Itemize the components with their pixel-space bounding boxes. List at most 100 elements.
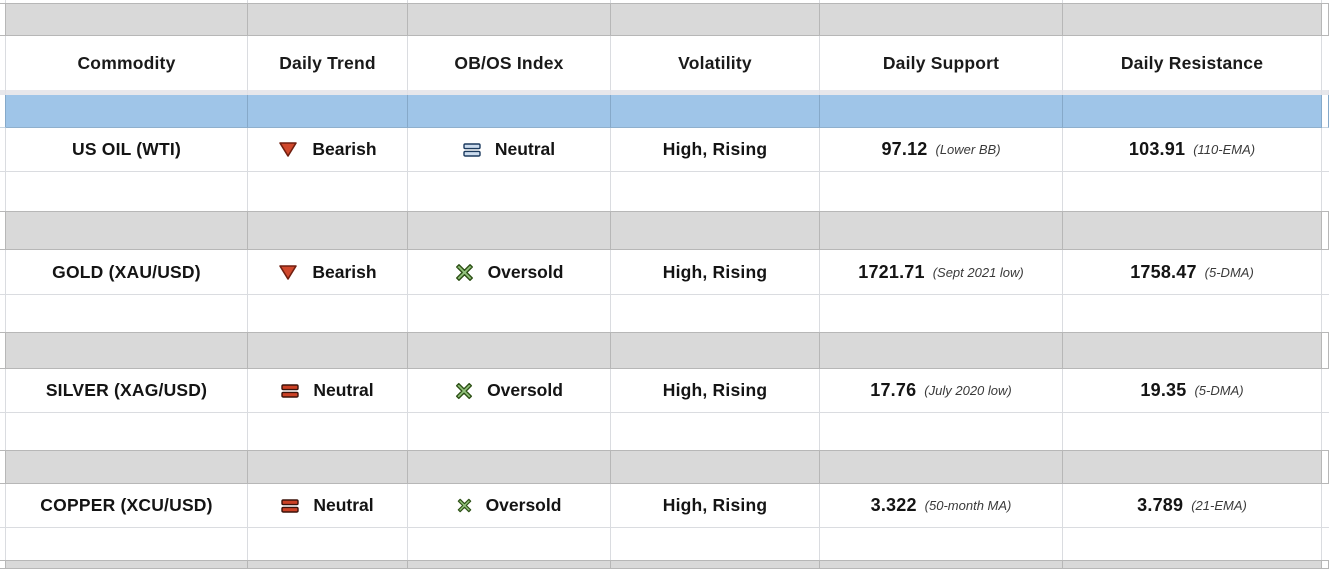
cell-daily-trend[interactable]: Bearish — [248, 250, 408, 295]
cell-obos-index[interactable]: Oversold — [408, 250, 611, 295]
cell[interactable] — [1063, 413, 1322, 450]
cell[interactable] — [1063, 450, 1322, 484]
cell-commodity[interactable]: US OIL (WTI) — [6, 128, 248, 172]
cell[interactable] — [611, 3, 820, 36]
cell[interactable] — [408, 528, 611, 560]
cell[interactable] — [248, 211, 408, 250]
cell[interactable] — [248, 3, 408, 36]
cell[interactable] — [1322, 560, 1329, 569]
cell[interactable] — [1322, 172, 1329, 211]
cell[interactable] — [248, 295, 408, 332]
cell[interactable] — [408, 172, 611, 211]
cell[interactable] — [611, 450, 820, 484]
cell[interactable] — [611, 560, 820, 569]
cell[interactable] — [0, 413, 6, 450]
cell-daily-resistance[interactable]: 1758.47 (5-DMA) — [1063, 250, 1322, 295]
cell[interactable] — [611, 332, 820, 369]
cell-obos-index[interactable]: Oversold — [408, 484, 611, 528]
cell[interactable] — [611, 95, 820, 128]
cell[interactable] — [820, 211, 1063, 250]
cell[interactable] — [820, 450, 1063, 484]
header-daily-trend[interactable]: Daily Trend — [248, 36, 408, 90]
cell[interactable] — [1322, 484, 1329, 528]
cell-commodity[interactable]: SILVER (XAG/USD) — [6, 369, 248, 413]
cell-volatility[interactable]: High, Rising — [611, 484, 820, 528]
cell[interactable] — [611, 211, 820, 250]
cell[interactable] — [6, 211, 248, 250]
cell-volatility[interactable]: High, Rising — [611, 369, 820, 413]
cell[interactable] — [1322, 128, 1329, 172]
cell-daily-support[interactable]: 17.76 (July 2020 low) — [820, 369, 1063, 413]
cell[interactable] — [408, 560, 611, 569]
cell[interactable] — [408, 3, 611, 36]
cell[interactable] — [820, 528, 1063, 560]
cell[interactable] — [0, 250, 6, 295]
cell[interactable] — [408, 95, 611, 128]
cell[interactable] — [1322, 413, 1329, 450]
cell[interactable] — [0, 528, 6, 560]
cell[interactable] — [820, 172, 1063, 211]
cell[interactable] — [1322, 295, 1329, 332]
header-daily-resistance[interactable]: Daily Resistance — [1063, 36, 1322, 90]
cell[interactable] — [820, 3, 1063, 36]
cell-daily-resistance[interactable]: 19.35 (5-DMA) — [1063, 369, 1322, 413]
cell-daily-resistance[interactable]: 103.91 (110-EMA) — [1063, 128, 1322, 172]
cell[interactable] — [611, 295, 820, 332]
cell[interactable] — [1322, 211, 1329, 250]
cell[interactable] — [0, 211, 6, 250]
cell[interactable] — [1063, 560, 1322, 569]
cell[interactable] — [6, 172, 248, 211]
cell[interactable] — [0, 450, 6, 484]
cell[interactable] — [611, 413, 820, 450]
cell[interactable] — [611, 172, 820, 211]
cell[interactable] — [1322, 528, 1329, 560]
cell[interactable] — [820, 560, 1063, 569]
cell[interactable] — [1063, 3, 1322, 36]
cell[interactable] — [248, 332, 408, 369]
cell[interactable] — [1063, 528, 1322, 560]
cell[interactable] — [1322, 369, 1329, 413]
cell[interactable] — [820, 295, 1063, 332]
cell[interactable] — [408, 332, 611, 369]
cell-obos-index[interactable]: Oversold — [408, 369, 611, 413]
cell[interactable] — [1063, 95, 1322, 128]
cell[interactable] — [1063, 332, 1322, 369]
cell[interactable] — [248, 450, 408, 484]
cell[interactable] — [248, 172, 408, 211]
cell[interactable] — [6, 295, 248, 332]
cell[interactable] — [6, 450, 248, 484]
cell[interactable] — [248, 560, 408, 569]
header-obos-index[interactable]: OB/OS Index — [408, 36, 611, 90]
cell[interactable] — [1322, 450, 1329, 484]
cell[interactable] — [611, 528, 820, 560]
cell[interactable] — [248, 413, 408, 450]
cell[interactable] — [1322, 332, 1329, 369]
cell[interactable] — [248, 528, 408, 560]
cell[interactable] — [0, 3, 6, 36]
cell[interactable] — [820, 332, 1063, 369]
cell[interactable] — [0, 369, 6, 413]
cell[interactable] — [0, 128, 6, 172]
cell[interactable] — [820, 413, 1063, 450]
cell[interactable] — [0, 484, 6, 528]
cell[interactable] — [6, 95, 248, 128]
cell[interactable] — [408, 450, 611, 484]
cell[interactable] — [1322, 36, 1329, 90]
cell[interactable] — [248, 95, 408, 128]
header-volatility[interactable]: Volatility — [611, 36, 820, 90]
cell-daily-support[interactable]: 3.322 (50-month MA) — [820, 484, 1063, 528]
cell[interactable] — [6, 560, 248, 569]
cell-daily-trend[interactable]: Bearish — [248, 128, 408, 172]
cell[interactable] — [408, 413, 611, 450]
cell[interactable] — [408, 295, 611, 332]
cell-volatility[interactable]: High, Rising — [611, 128, 820, 172]
cell-daily-support[interactable]: 97.12 (Lower BB) — [820, 128, 1063, 172]
cell[interactable] — [6, 528, 248, 560]
header-daily-support[interactable]: Daily Support — [820, 36, 1063, 90]
cell[interactable] — [0, 172, 6, 211]
cell[interactable] — [0, 295, 6, 332]
cell[interactable] — [6, 332, 248, 369]
cell[interactable] — [1063, 211, 1322, 250]
cell-daily-trend[interactable]: Neutral — [248, 369, 408, 413]
cell[interactable] — [1063, 295, 1322, 332]
